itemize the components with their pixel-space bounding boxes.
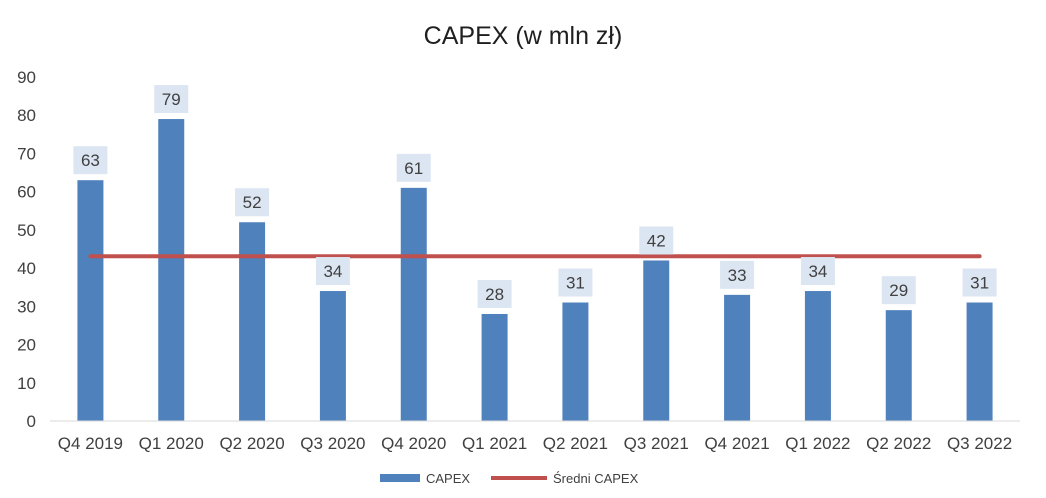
x-tick-label: Q3 2021 [624, 434, 689, 453]
x-tick-label: Q2 2020 [219, 434, 284, 453]
y-tick-label: 70 [17, 144, 36, 163]
data-label: 61 [404, 159, 423, 178]
x-tick-label: Q1 2021 [462, 434, 527, 453]
bar [319, 291, 346, 421]
data-label-background [881, 276, 916, 305]
x-tick-label: Q2 2022 [866, 434, 931, 453]
chart-title: CAPEX (w mln zł) [424, 22, 623, 50]
data-label: 34 [323, 262, 342, 281]
bar [239, 222, 266, 421]
bar [481, 313, 508, 421]
y-tick-label: 0 [27, 412, 36, 431]
x-tick-label: Q1 2022 [785, 434, 850, 453]
data-label-background [962, 268, 997, 297]
data-label-background [477, 279, 512, 308]
data-label-background [315, 257, 350, 286]
bar [643, 260, 670, 421]
data-label: 29 [889, 281, 908, 300]
data-label-background [396, 153, 431, 182]
data-label-background [800, 257, 835, 286]
data-label-background [720, 260, 755, 289]
y-tick-label: 40 [17, 259, 36, 278]
data-label: 79 [162, 90, 181, 109]
data-label-background [639, 226, 674, 255]
y-tick-label: 20 [17, 336, 36, 355]
y-axis: 0 10 20 30 40 50 60 70 80 90 [17, 68, 36, 431]
bars [77, 119, 993, 422]
bar [562, 302, 589, 421]
y-tick-label: 10 [17, 374, 36, 393]
x-tick-label: Q4 2020 [381, 434, 446, 453]
data-label: 63 [81, 151, 100, 170]
bar [885, 310, 912, 421]
data-label: 52 [243, 193, 262, 212]
data-label: 33 [728, 266, 747, 285]
x-tick-label: Q4 2019 [58, 434, 123, 453]
data-label-background [558, 268, 593, 297]
x-tick-label: Q4 2021 [704, 434, 769, 453]
data-label: 34 [808, 262, 827, 281]
bar [158, 119, 185, 422]
bar [804, 291, 831, 421]
data-label-background [235, 188, 270, 217]
x-tick-label: Q3 2022 [947, 434, 1012, 453]
legend-capex-label: CAPEX [426, 471, 470, 486]
y-tick-label: 50 [17, 221, 36, 240]
bar [400, 187, 427, 421]
data-label: 42 [647, 231, 666, 250]
legend-average-label: Średni CAPEX [553, 471, 639, 486]
data-label: 31 [970, 274, 989, 293]
bar [77, 180, 104, 421]
data-label: 28 [485, 285, 504, 304]
bar [966, 302, 993, 421]
bar [724, 294, 751, 421]
x-tick-label: Q1 2020 [139, 434, 204, 453]
x-axis: Q4 2019 Q1 2020 Q2 2020 Q3 2020 Q4 2020 Q1 20… [58, 434, 1012, 453]
x-tick-label: Q2 2021 [543, 434, 608, 453]
y-tick-label: 30 [17, 297, 36, 316]
data-label-background [73, 146, 108, 175]
legend: CAPEX Średni CAPEX [380, 471, 639, 486]
legend-capex-swatch [380, 474, 420, 482]
data-label: 31 [566, 274, 585, 293]
y-tick-label: 90 [17, 68, 36, 87]
y-tick-label: 60 [17, 183, 36, 202]
data-label-background [154, 85, 189, 114]
data-labels: 63 79 52 34 61 28 31 42 33 34 29 31 [73, 85, 997, 308]
x-tick-label: Q3 2020 [300, 434, 365, 453]
y-tick-label: 80 [17, 106, 36, 125]
